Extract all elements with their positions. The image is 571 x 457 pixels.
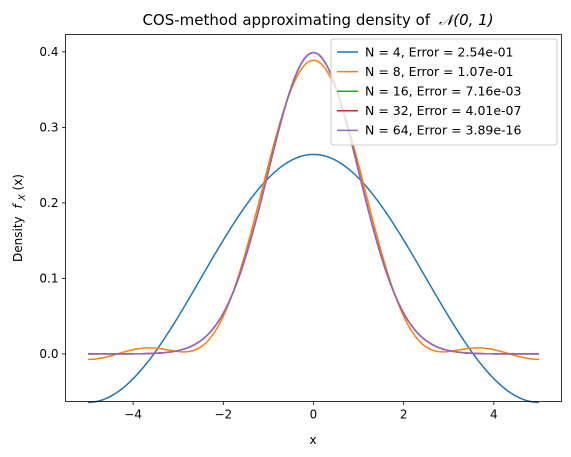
x-tick-label: −4 xyxy=(124,408,142,422)
y-axis-label-math: f xyxy=(11,203,25,209)
series-line-n64 xyxy=(88,51,539,355)
chart-title-text: COS-method approximating density of xyxy=(142,11,430,29)
plot-series-group xyxy=(88,51,539,404)
y-tick-label: 0.0 xyxy=(39,347,58,361)
legend-label-n64: N = 64, Error = 3.89e-16 xyxy=(365,123,521,138)
legend-box xyxy=(330,38,558,146)
legend-label-n4: N = 4, Error = 2.54e-01 xyxy=(365,44,514,59)
x-axis-label: x xyxy=(309,433,316,447)
y-tick-label: 0.4 xyxy=(39,45,58,59)
y-axis-label: Density f X (x) xyxy=(11,174,28,262)
y-tick-label: 0.1 xyxy=(39,272,58,286)
series-line-n8 xyxy=(88,59,539,361)
chart-title-math: 𝒩(0, 1) xyxy=(439,11,494,29)
chart-title: COS-method approximating density of 𝒩(0,… xyxy=(142,11,493,29)
y-axis-label-arg: (x) xyxy=(11,174,25,190)
y-axis-label-prefix: Density xyxy=(11,216,25,262)
x-tick-label: 4 xyxy=(490,408,498,422)
legend-label-n8: N = 8, Error = 1.07e-01 xyxy=(365,64,514,79)
legend-label-n32: N = 32, Error = 4.01e-07 xyxy=(365,103,521,118)
series-line-n4 xyxy=(88,153,539,404)
x-tick-label: 2 xyxy=(400,408,408,422)
legend-label-n16: N = 16, Error = 7.16e-03 xyxy=(365,84,521,99)
x-tick-label: −2 xyxy=(214,408,232,422)
y-axis-label-sub: X xyxy=(18,193,28,201)
x-axis: −4 −2 0 2 4 xyxy=(124,401,498,422)
x-tick-label: 0 xyxy=(310,408,318,422)
legend: N = 4, Error = 2.54e-01 N = 8, Error = 1.… xyxy=(330,38,558,146)
y-tick-label: 0.2 xyxy=(39,196,58,210)
y-tick-label: 0.3 xyxy=(39,121,58,135)
y-axis: 0.0 0.1 0.2 0.3 0.4 xyxy=(39,45,66,361)
